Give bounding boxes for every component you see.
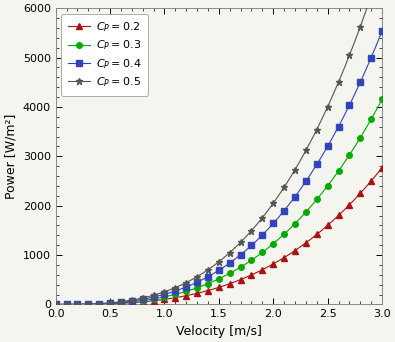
$C_P = 0.3$ [167,293,172,298]
$C_P = 0.4$ [118,300,123,304]
$C_P = 0.3$ [53,302,58,306]
$C_P = 0.5$ [130,298,134,302]
$C_P = 0.4$ [53,302,58,306]
Y-axis label: Power [W/m²]: Power [W/m²] [4,114,17,199]
$C_P = 0.3$ [130,300,134,304]
$C_P = 0.4$ [130,299,134,303]
$C_P = 0.4$ [228,261,232,265]
$C_P = 0.5$ [228,251,232,255]
$C_P = 0.2$ [228,281,232,286]
$C_P = 0.2$ [167,297,172,301]
$C_P = 0.3$ [336,169,341,173]
$C_P = 0.5$ [336,80,341,84]
$C_P = 0.4$ [380,29,384,33]
$C_P = 0.3$ [249,258,254,262]
$C_P = 0.5$ [118,300,123,304]
$C_P = 0.5$ [53,302,58,306]
$C_P = 0.4$ [336,124,341,129]
Line: $C_P = 0.3$: $C_P = 0.3$ [53,97,385,307]
Line: $C_P = 0.5$: $C_P = 0.5$ [52,0,386,308]
$C_P = 0.5$ [249,228,254,233]
$C_P = 0.5$ [167,288,172,292]
$C_P = 0.3$ [380,97,384,102]
$C_P = 0.4$ [167,291,172,295]
$C_P = 0.3$ [228,271,232,275]
$C_P = 0.2$ [380,166,384,170]
X-axis label: Velocity [m/s]: Velocity [m/s] [176,325,262,338]
$C_P = 0.2$ [249,273,254,277]
$C_P = 0.2$ [336,213,341,218]
$C_P = 0.2$ [118,301,123,305]
Line: $C_P = 0.4$: $C_P = 0.4$ [53,28,385,307]
$C_P = 0.3$ [118,301,123,305]
Line: $C_P = 0.2$: $C_P = 0.2$ [53,165,385,307]
$C_P = 0.2$ [130,301,134,305]
$C_P = 0.4$ [249,244,254,248]
Legend: $C_P = 0.2$, $C_P = 0.3$, $C_P = 0.4$, $C_P = 0.5$: $C_P = 0.2$, $C_P = 0.3$, $C_P = 0.4$, $… [61,14,148,95]
$C_P = 0.2$ [53,302,58,306]
